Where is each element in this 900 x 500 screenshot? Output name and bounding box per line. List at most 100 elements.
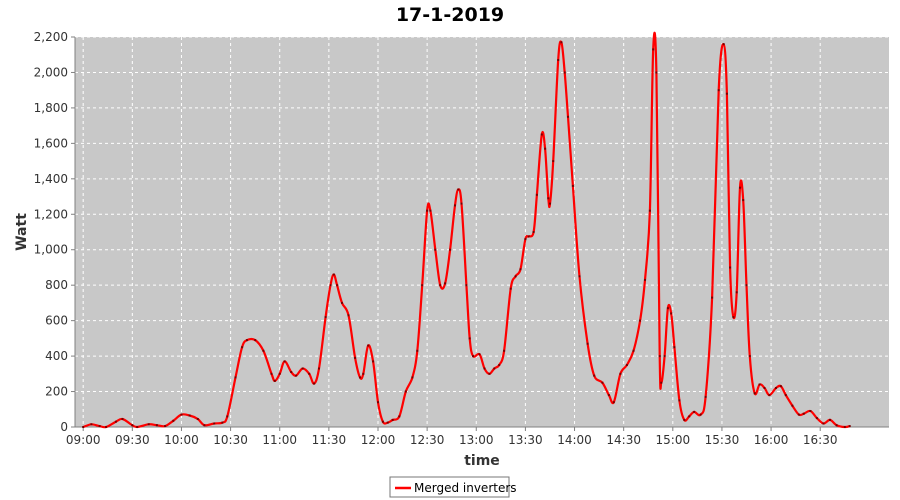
y-tick-label: 600 — [45, 314, 68, 328]
data-point — [660, 381, 663, 384]
data-point — [797, 413, 800, 416]
data-point — [472, 355, 474, 358]
data-point — [670, 312, 673, 315]
data-point — [612, 401, 615, 404]
data-point — [354, 356, 357, 359]
data-point — [652, 48, 655, 51]
data-point — [381, 420, 384, 423]
data-point — [329, 284, 332, 287]
data-point — [136, 426, 139, 428]
data-point — [444, 282, 447, 285]
y-tick-label: 2,200 — [34, 30, 68, 44]
data-point — [278, 372, 281, 375]
data-point — [82, 426, 85, 428]
data-point — [105, 426, 108, 428]
x-tick-label: 11:30 — [312, 433, 347, 447]
data-point — [290, 371, 293, 373]
data-point — [478, 353, 481, 356]
data-point — [308, 372, 311, 375]
data-point — [663, 355, 666, 358]
x-tick-label: 13:30 — [508, 433, 543, 447]
data-point — [748, 355, 751, 358]
y-tick-label: 800 — [45, 278, 68, 292]
x-tick-label: 16:00 — [754, 433, 789, 447]
data-point — [503, 349, 506, 352]
data-point — [658, 355, 661, 358]
legend-box — [389, 476, 510, 498]
data-point — [313, 382, 316, 385]
data-point — [226, 415, 229, 418]
data-point — [203, 424, 206, 427]
data-point — [843, 426, 846, 428]
data-point — [465, 284, 468, 287]
data-point — [196, 418, 199, 420]
data-point — [809, 410, 812, 412]
y-tick-label: 1,200 — [34, 207, 68, 221]
data-point — [421, 284, 424, 287]
data-point — [547, 197, 550, 200]
data-point — [768, 394, 771, 397]
data-point — [164, 425, 167, 428]
y-tick-label: 1,800 — [34, 101, 68, 115]
data-point — [188, 414, 191, 417]
data-point — [359, 376, 361, 379]
data-point — [254, 339, 257, 342]
data-point — [779, 385, 782, 388]
y-tick-label: 1,600 — [34, 136, 68, 150]
data-point — [655, 71, 658, 74]
data-point — [114, 420, 117, 423]
y-tick-label: 0 — [60, 420, 68, 434]
x-tick-label: 14:30 — [606, 433, 641, 447]
data-point — [213, 422, 216, 425]
data-point — [318, 367, 320, 370]
legend: Merged inverters — [389, 476, 517, 498]
data-point — [454, 204, 456, 207]
data-point — [729, 266, 732, 269]
data-point — [411, 376, 414, 379]
data-point — [270, 372, 273, 375]
data-point — [775, 387, 777, 389]
data-point — [822, 422, 825, 425]
y-tick-label: 1,000 — [34, 243, 68, 257]
data-point — [758, 383, 761, 386]
data-point — [644, 278, 646, 281]
x-axis-ticks: 09:00 09:30 10:00 10:30 11:00 11:30 12:00 12:30… — [66, 427, 838, 447]
data-point — [549, 202, 551, 205]
data-point — [725, 92, 728, 95]
data-point — [791, 404, 794, 407]
x-tick-label: 15:00 — [656, 433, 691, 447]
y-axis-ticks: 0 200 400 600 800 1,000 1,200 1,400 1,600 1,800 2,… — [34, 30, 75, 434]
data-point — [739, 186, 741, 189]
data-point — [593, 374, 596, 377]
x-tick-label: 12:00 — [361, 433, 396, 447]
data-point — [457, 188, 460, 191]
y-tick-label: 200 — [45, 385, 68, 399]
x-tick-label: 16:30 — [803, 433, 838, 447]
data-point — [90, 423, 93, 426]
data-point — [735, 291, 738, 294]
data-point — [295, 374, 298, 377]
data-point — [324, 316, 327, 319]
data-point — [514, 275, 517, 278]
data-point — [483, 367, 486, 370]
data-point — [347, 314, 350, 317]
data-point — [563, 71, 566, 74]
data-point — [571, 184, 574, 187]
legend-entry-merged-inverters: Merged inverters — [414, 481, 517, 495]
x-tick-label: 11:00 — [262, 433, 297, 447]
data-point — [98, 425, 101, 428]
data-point — [699, 413, 702, 416]
data-point — [372, 360, 375, 363]
data-point — [607, 394, 610, 397]
data-point — [732, 316, 735, 319]
data-point — [221, 421, 224, 424]
plot-area — [75, 37, 889, 427]
series-layer — [82, 31, 851, 429]
y-tick-label: 400 — [45, 349, 68, 363]
data-point — [648, 209, 651, 212]
data-point — [488, 372, 491, 375]
data-point — [560, 41, 563, 44]
x-tick-label: 12:30 — [410, 433, 445, 447]
x-gridlines — [82, 37, 821, 427]
